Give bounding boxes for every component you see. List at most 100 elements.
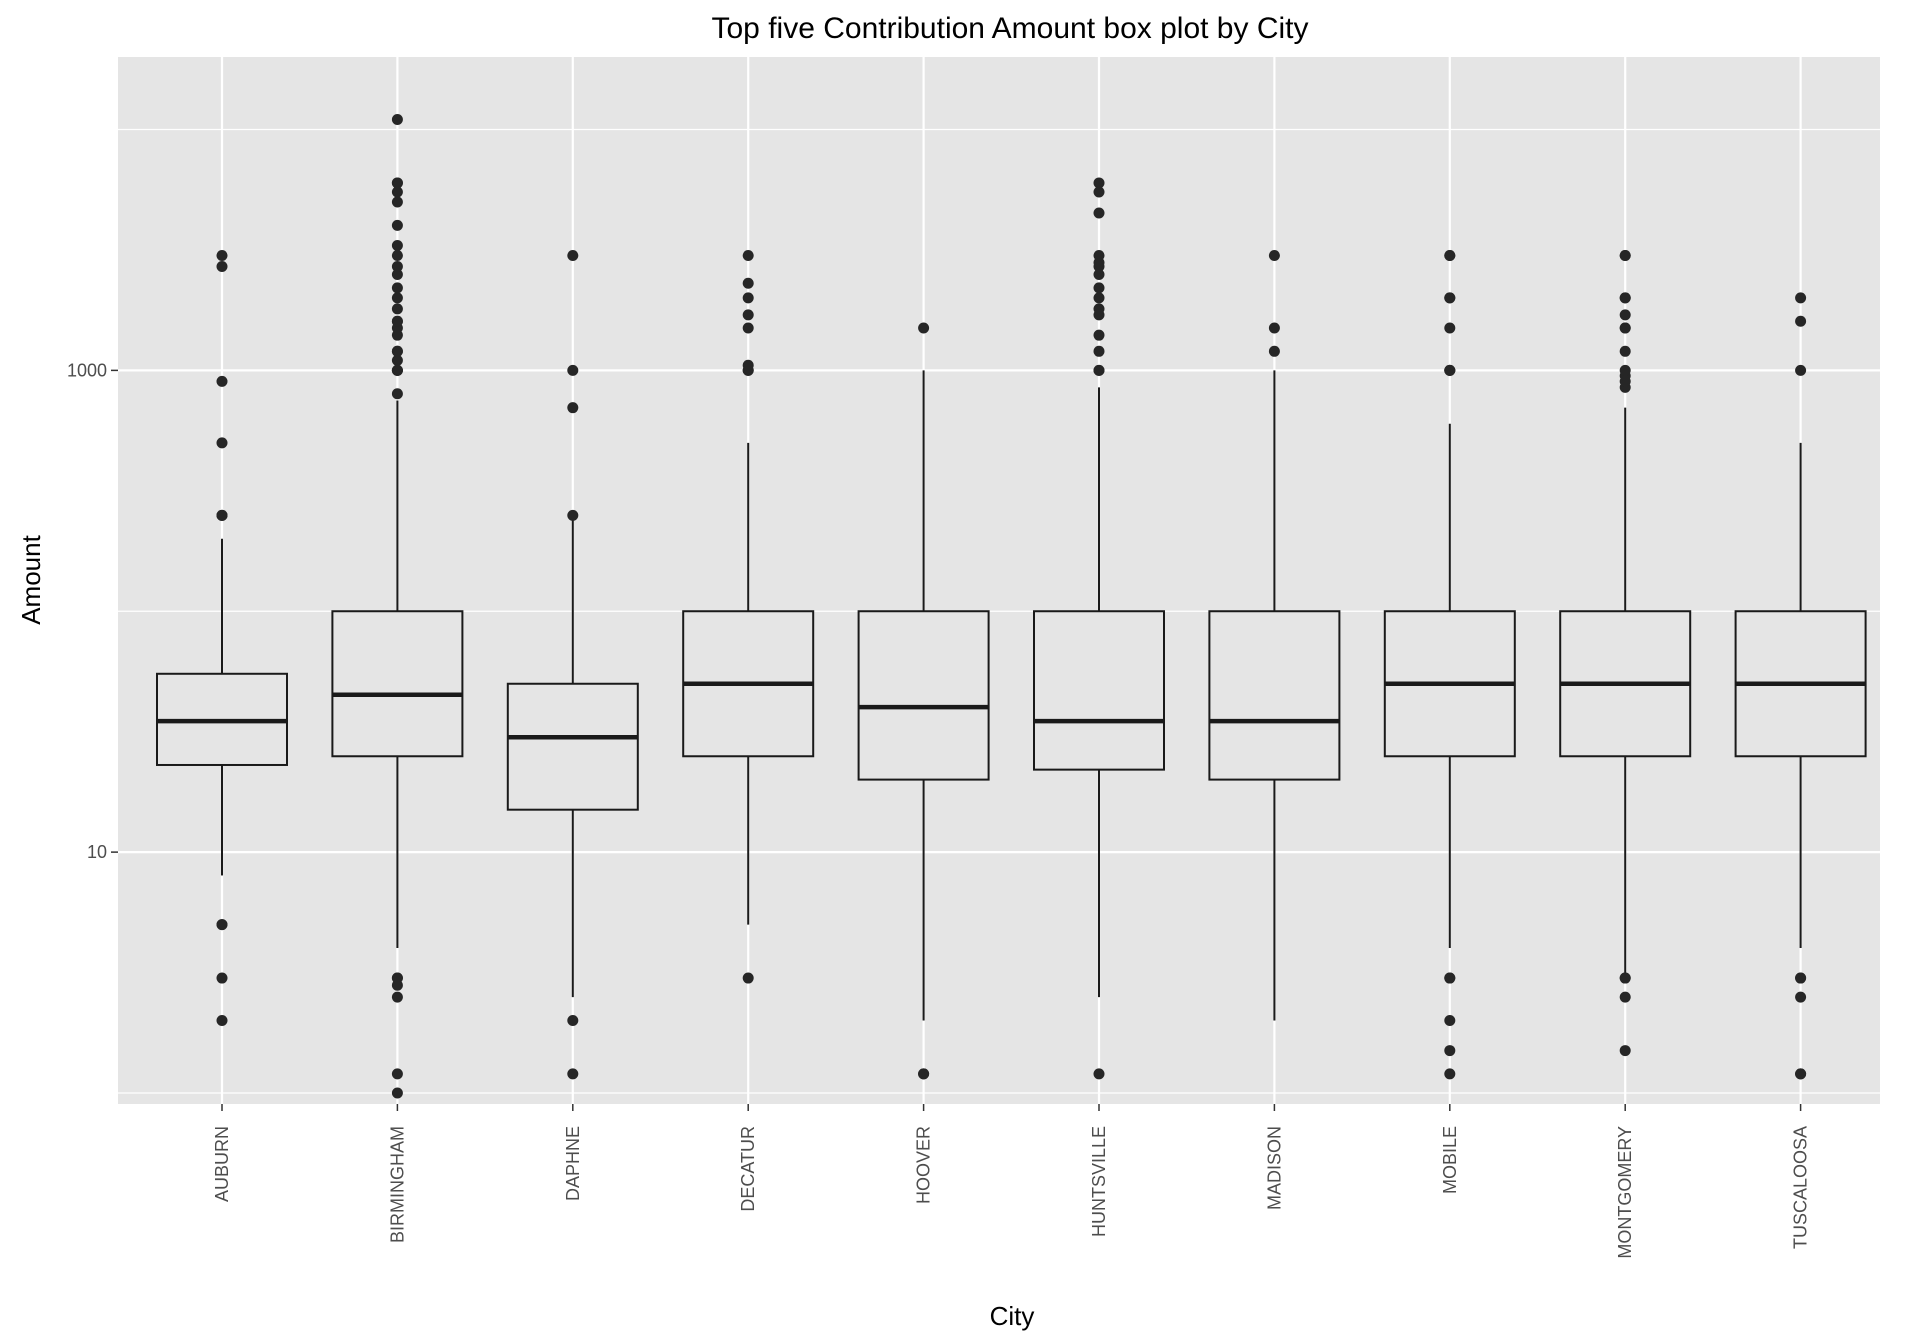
- x-tick-label: MADISON: [1264, 1126, 1284, 1210]
- outlier-point: [216, 509, 228, 521]
- box-auburn: [156, 249, 288, 1026]
- outlier-point: [216, 260, 228, 272]
- outlier-point: [1093, 207, 1105, 219]
- outlier-point: [1444, 972, 1456, 984]
- outlier-point: [391, 177, 403, 189]
- outlier-point: [1795, 991, 1807, 1003]
- outlier-point: [567, 509, 579, 521]
- box-daphne: [506, 249, 639, 1080]
- outlier-point: [391, 219, 403, 231]
- outlier-point: [1093, 249, 1105, 261]
- x-tick-label: DAPHNE: [563, 1126, 583, 1201]
- x-tick-label: MONTGOMERY: [1615, 1126, 1635, 1259]
- outlier-point: [216, 919, 228, 931]
- box-layer: [156, 114, 1867, 1099]
- outlier-point: [1093, 303, 1105, 315]
- box-decatur: [682, 249, 815, 984]
- x-tick-label: HUNTSVILLE: [1089, 1126, 1109, 1237]
- outlier-point: [1795, 315, 1807, 327]
- outlier-point: [742, 277, 754, 289]
- outlier-point: [1619, 345, 1631, 357]
- iqr-box: [1033, 610, 1165, 771]
- outlier-point: [391, 315, 403, 327]
- outlier-point: [1093, 186, 1105, 198]
- outlier-point: [742, 359, 754, 371]
- y-tick-label: 10: [87, 842, 107, 862]
- outlier-point: [1444, 364, 1456, 376]
- outlier-point: [742, 972, 754, 984]
- outlier-point: [391, 260, 403, 272]
- outlier-point: [1619, 364, 1631, 376]
- outlier-point: [391, 292, 403, 304]
- x-tick-label: TUSCALOOSA: [1791, 1126, 1811, 1249]
- y-tick-label: 1000: [67, 360, 107, 380]
- outlier-point: [1093, 177, 1105, 189]
- outlier-point: [567, 1014, 579, 1026]
- y-axis-label: Amount: [16, 534, 46, 624]
- outlier-point: [216, 249, 228, 261]
- outlier-point: [1093, 269, 1105, 281]
- outlier-point: [1093, 292, 1105, 304]
- x-tick-label: HOOVER: [914, 1126, 934, 1204]
- y-axis: 10 1000: [67, 360, 118, 862]
- outlier-point: [216, 437, 228, 449]
- outlier-point: [1444, 292, 1456, 304]
- outlier-point: [216, 375, 228, 387]
- iqr-box: [506, 682, 639, 811]
- outlier-point: [391, 196, 403, 208]
- x-tick-label: AUBURN: [212, 1126, 232, 1202]
- outlier-point: [742, 292, 754, 304]
- outlier-point: [1795, 364, 1807, 376]
- outlier-point: [391, 388, 403, 400]
- outlier-point: [216, 1014, 228, 1026]
- x-axis-label: City: [990, 1301, 1035, 1331]
- outlier-point: [918, 322, 930, 334]
- outlier-point: [1444, 1068, 1456, 1080]
- iqr-box: [857, 610, 990, 781]
- box-tuscaloosa: [1734, 292, 1867, 1080]
- outlier-point: [391, 972, 403, 984]
- outlier-point: [1619, 1045, 1631, 1057]
- outlier-point: [918, 1068, 930, 1080]
- outlier-point: [742, 322, 754, 334]
- outlier-point: [391, 1068, 403, 1080]
- box-mobile: [1383, 249, 1516, 1080]
- outlier-point: [391, 354, 403, 366]
- outlier-point: [567, 364, 579, 376]
- outlier-point: [391, 345, 403, 357]
- iqr-box: [331, 610, 464, 758]
- outlier-point: [1268, 322, 1280, 334]
- outlier-point: [1619, 249, 1631, 261]
- outlier-point: [1268, 345, 1280, 357]
- outlier-point: [391, 991, 403, 1003]
- outlier-point: [567, 1068, 579, 1080]
- outlier-point: [391, 114, 403, 126]
- outlier-point: [1093, 282, 1105, 294]
- outlier-point: [1444, 1014, 1456, 1026]
- outlier-point: [1619, 991, 1631, 1003]
- iqr-box: [1208, 610, 1341, 781]
- outlier-point: [1619, 292, 1631, 304]
- outlier-point: [1444, 249, 1456, 261]
- outlier-point: [391, 269, 403, 281]
- outlier-point: [391, 239, 403, 251]
- outlier-point: [1619, 309, 1631, 321]
- outlier-point: [391, 249, 403, 261]
- x-tick-label: BIRMINGHAM: [387, 1126, 407, 1243]
- outlier-point: [1795, 972, 1807, 984]
- box-hoover: [857, 322, 990, 1080]
- outlier-point: [1093, 1068, 1105, 1080]
- outlier-point: [567, 402, 579, 414]
- box-madison: [1208, 249, 1341, 1021]
- outlier-point: [742, 249, 754, 261]
- x-tick-label: MOBILE: [1440, 1126, 1460, 1194]
- outlier-point: [1619, 972, 1631, 984]
- outlier-point: [1093, 329, 1105, 341]
- outlier-point: [391, 364, 403, 376]
- outlier-point: [391, 186, 403, 198]
- box-birmingham: [331, 114, 464, 1099]
- outlier-point: [742, 309, 754, 321]
- outlier-point: [391, 303, 403, 315]
- plot-panel: [118, 57, 1880, 1104]
